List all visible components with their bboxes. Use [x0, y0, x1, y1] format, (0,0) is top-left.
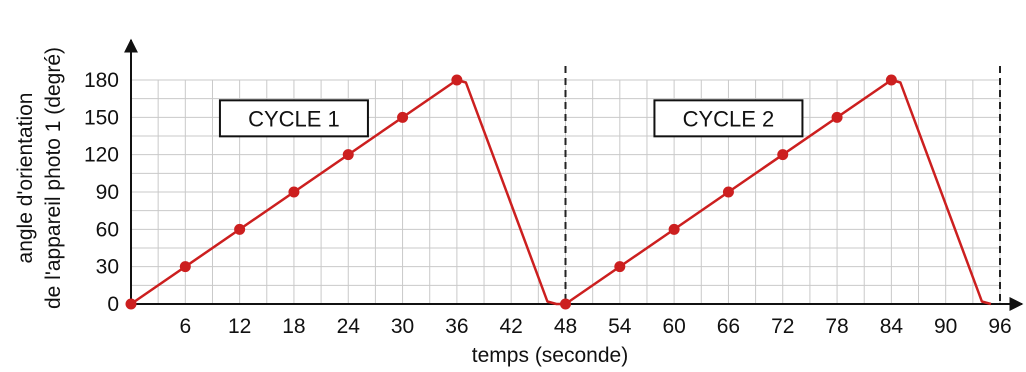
x-tick-label: 66	[717, 315, 740, 338]
x-tick-label: 84	[880, 315, 904, 338]
x-tick-label: 78	[825, 315, 848, 338]
data-point	[832, 112, 843, 123]
x-tick-label: 24	[337, 315, 361, 338]
y-axis-title-line1: angle d'orientation	[14, 93, 37, 264]
x-tick-label: 72	[771, 315, 794, 338]
y-tick-label: 180	[84, 69, 119, 92]
x-tick-label: 18	[282, 315, 305, 338]
data-point	[723, 187, 734, 198]
y-axis-title-line2: de l'appareil photo 1 (degré)	[42, 47, 65, 309]
y-tick-label: 30	[96, 256, 119, 279]
cycle-label-1: CYCLE 1	[220, 100, 368, 136]
y-tick-label: 0	[107, 293, 119, 316]
y-tick-label: 120	[84, 144, 119, 167]
x-tick-label: 30	[391, 315, 414, 338]
y-tick-label: 150	[84, 106, 119, 129]
cycle-label-text: CYCLE 2	[683, 106, 775, 131]
x-tick-label: 36	[445, 315, 468, 338]
x-tick-label: 12	[228, 315, 251, 338]
data-point	[451, 75, 462, 86]
data-point	[397, 112, 408, 123]
data-point	[343, 149, 354, 160]
cycle-label-text: CYCLE 1	[248, 106, 340, 131]
data-point	[669, 224, 680, 235]
y-tick-label: 90	[96, 181, 119, 204]
data-point	[886, 75, 897, 86]
x-tick-label: 6	[179, 315, 191, 338]
data-point	[614, 261, 625, 272]
data-point	[234, 224, 245, 235]
data-point	[777, 149, 788, 160]
x-tick-label: 42	[500, 315, 523, 338]
x-axis-title: temps (seconde)	[472, 344, 628, 367]
data-point	[126, 299, 137, 310]
x-tick-label: 48	[554, 315, 577, 338]
x-tick-label: 90	[934, 315, 957, 338]
cycle-label-2: CYCLE 2	[654, 100, 802, 136]
data-point	[180, 261, 191, 272]
x-tick-label: 60	[662, 315, 685, 338]
y-tick-label: 60	[96, 218, 119, 241]
data-point	[288, 187, 299, 198]
x-tick-label: 96	[988, 315, 1011, 338]
data-point	[560, 299, 571, 310]
x-tick-label: 54	[608, 315, 632, 338]
